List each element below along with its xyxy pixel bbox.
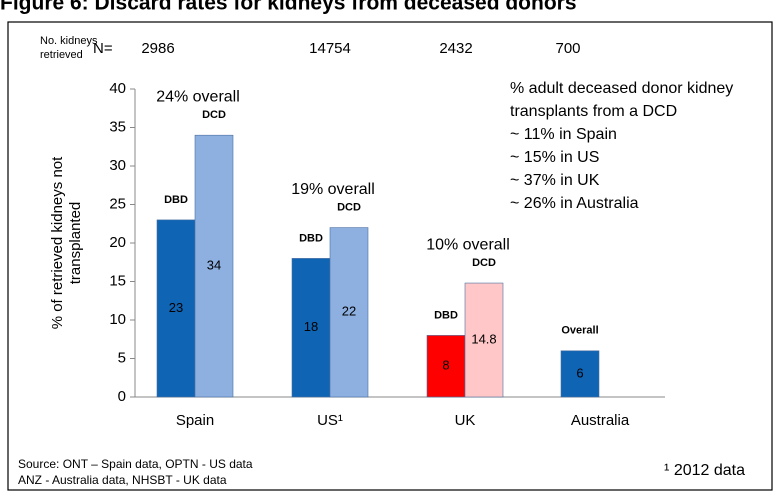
x-tick-label: Australia: [571, 412, 630, 429]
y-tick-label: 10: [109, 311, 126, 328]
x-tick-label: US¹: [317, 412, 343, 429]
n-label: No. kidneys: [40, 35, 98, 47]
y-tick-label: 20: [109, 234, 126, 251]
y-tick-label: 40: [109, 80, 126, 97]
series-label: DBD: [299, 232, 323, 244]
frame: [7, 21, 773, 491]
y-tick-label: 5: [118, 349, 126, 366]
data-label: 6: [576, 365, 583, 380]
y-axis-label: transplanted: [67, 202, 84, 285]
data-label: 8: [442, 358, 449, 373]
note-line: ~ 37% in UK: [510, 172, 600, 189]
bar: [560, 350, 600, 398]
series-label: DBD: [434, 309, 458, 321]
y-tick-label: 35: [109, 118, 126, 135]
data-label: 23: [169, 300, 183, 315]
bar: [464, 282, 504, 398]
n-label: retrieved: [40, 49, 83, 61]
x-tick-label: Spain: [176, 412, 214, 429]
series-label: DBD: [164, 194, 188, 206]
overall-annotation: 24% overall: [156, 88, 240, 105]
n-prefix: N=: [93, 40, 113, 57]
n-value: 2432: [439, 40, 472, 57]
source-line: Source: ONT – Spain data, OPTN - US data: [18, 457, 253, 471]
bar: [329, 227, 369, 398]
n-value: 2986: [141, 40, 174, 57]
overall-annotation: 10% overall: [426, 236, 510, 253]
data-label: 22: [342, 304, 356, 319]
note-line: ~ 11% in Spain: [510, 126, 617, 143]
y-tick-label: 0: [118, 388, 126, 405]
series-label: DCD: [337, 202, 361, 214]
data-label: 34: [207, 258, 221, 273]
series-label: DCD: [202, 109, 226, 121]
data-label: 14.8: [471, 331, 496, 346]
footnote: ¹ 2012 data: [664, 462, 745, 479]
y-tick-label: 30: [109, 157, 126, 174]
y-tick-label: 25: [109, 195, 126, 212]
bar: [156, 219, 196, 398]
y-tick-label: 15: [109, 272, 126, 289]
x-tick-label: UK: [455, 412, 476, 429]
chart-title: Figure 6: Discard rates for kidneys from…: [0, 0, 577, 15]
bar: [194, 134, 234, 398]
data-label: 18: [304, 319, 318, 334]
note-line: ~ 26% in Australia: [510, 195, 639, 212]
series-label: Overall: [561, 325, 598, 337]
note-line: % adult deceased donor kidney: [510, 80, 733, 97]
bar: [426, 335, 466, 398]
source-line: ANZ - Australia data, NHSBT - UK data: [18, 473, 227, 487]
note-line: ~ 15% in US: [510, 149, 599, 166]
overall-annotation: 19% overall: [291, 181, 375, 198]
series-label: DCD: [472, 257, 496, 269]
note-line: transplants from a DCD: [510, 103, 677, 120]
n-value: 700: [555, 40, 580, 57]
n-value: 14754: [309, 40, 351, 57]
y-axis-label: % of retrieved kidneys not: [49, 156, 66, 329]
